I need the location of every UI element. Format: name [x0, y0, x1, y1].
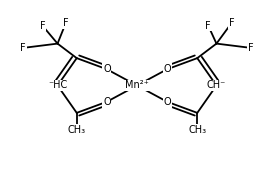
Text: F: F — [63, 18, 68, 28]
Text: F: F — [21, 43, 26, 53]
Text: CH₃: CH₃ — [68, 125, 86, 135]
Text: O: O — [163, 64, 171, 74]
Text: ⁻HC: ⁻HC — [48, 81, 67, 90]
Text: F: F — [248, 43, 253, 53]
Text: F: F — [229, 18, 234, 28]
Text: F: F — [40, 21, 45, 31]
Text: Mn²⁺: Mn²⁺ — [125, 81, 149, 90]
Text: CH⁻: CH⁻ — [207, 81, 226, 90]
Text: O: O — [163, 97, 171, 107]
Text: F: F — [206, 21, 211, 31]
Text: O: O — [103, 97, 111, 107]
Text: CH₃: CH₃ — [188, 125, 206, 135]
Text: O: O — [103, 64, 111, 74]
